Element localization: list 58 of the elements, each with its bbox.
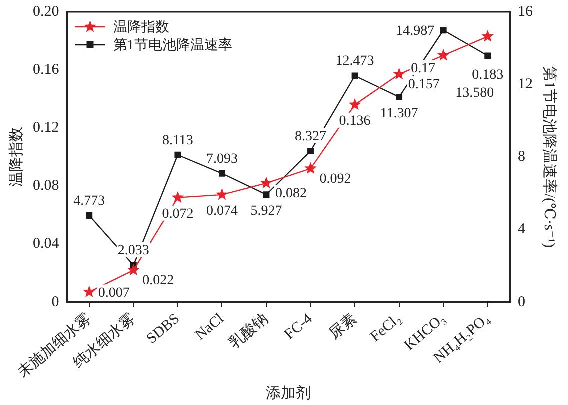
data-label: 5.927 xyxy=(250,204,282,219)
data-label: 8.327 xyxy=(295,129,327,144)
data-label: 2.033 xyxy=(118,244,150,259)
legend-label: 第1节电池降温速率 xyxy=(113,38,232,54)
x-tick-label: FeCl₂ xyxy=(368,311,404,346)
point xyxy=(263,192,270,198)
legend-label: 温降指数 xyxy=(113,20,170,36)
point xyxy=(396,94,403,100)
y2-tick-label: 16 xyxy=(518,4,534,20)
y2-tick-label: 4 xyxy=(518,222,526,238)
point xyxy=(348,98,362,110)
data-label: 11.307 xyxy=(380,106,418,122)
point xyxy=(484,52,492,60)
data-label: 0.136 xyxy=(339,114,371,130)
data-label: 12.473 xyxy=(336,54,374,70)
data-label: 0.072 xyxy=(162,207,194,222)
point xyxy=(393,68,406,80)
y-tick-label: 0 xyxy=(52,294,60,310)
data-label: 4.773 xyxy=(74,194,106,209)
point xyxy=(260,176,273,189)
point xyxy=(437,49,450,61)
point xyxy=(308,148,314,154)
data-label: 0.082 xyxy=(275,186,307,202)
x-tick-label: 尿素 xyxy=(326,310,360,343)
point xyxy=(304,162,317,174)
data-label: 0.17 xyxy=(411,62,436,77)
y2-axis-title: 第1节电池降温速率/(℃·s⁻¹) xyxy=(541,66,558,248)
data-label: 13.580 xyxy=(456,86,494,101)
y2-tick-label: 0 xyxy=(518,294,526,310)
data-label: 8.113 xyxy=(162,133,194,148)
y-tick-label: 0.12 xyxy=(33,120,60,136)
point xyxy=(174,152,182,158)
y-tick-label: 0.20 xyxy=(33,4,60,20)
data-label: 0.183 xyxy=(472,68,504,83)
y-tick-label: 0.08 xyxy=(33,178,60,194)
x-tick-label: 乳酸钠 xyxy=(226,310,272,352)
point xyxy=(352,72,358,80)
point xyxy=(216,188,228,200)
point xyxy=(172,191,184,204)
data-label: 0.074 xyxy=(206,204,238,220)
y2-tick-label: 12 xyxy=(518,76,533,93)
y-tick-label: 0.16 xyxy=(33,62,60,78)
point xyxy=(83,286,96,298)
point xyxy=(218,170,226,177)
x-axis-title: 添加剂 xyxy=(266,384,312,402)
point xyxy=(440,27,447,34)
data-label: 0.157 xyxy=(408,78,440,93)
point xyxy=(86,212,93,219)
y2-tick-label: 8 xyxy=(518,149,526,166)
y-tick-label: 0.04 xyxy=(33,236,60,252)
data-label: 7.093 xyxy=(206,152,238,167)
point xyxy=(127,264,140,276)
data-label: 0.092 xyxy=(320,172,352,187)
data-label: 0.022 xyxy=(142,274,174,289)
data-label: 0.007 xyxy=(98,286,130,301)
point xyxy=(482,30,494,42)
y-axis-title: 温降指数 xyxy=(8,127,25,188)
data-label: 14.987 xyxy=(396,24,435,40)
